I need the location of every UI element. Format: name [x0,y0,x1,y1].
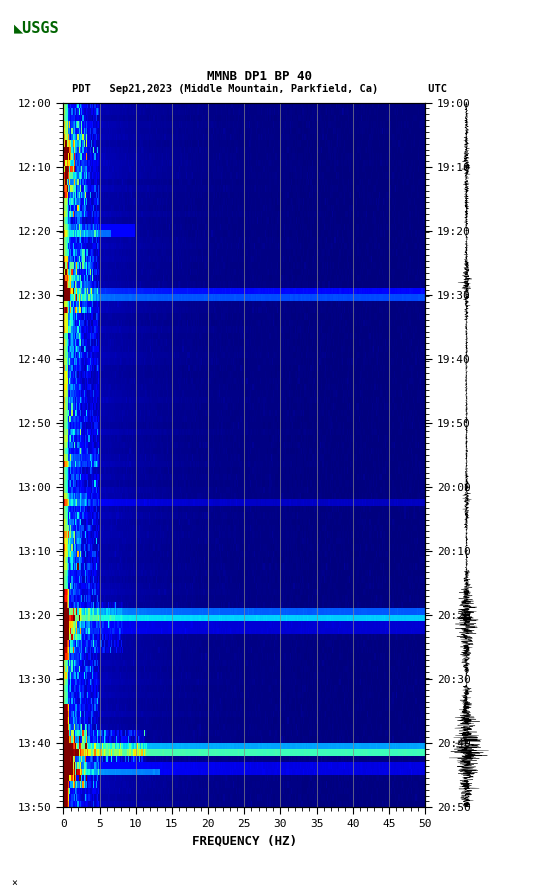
Text: PDT   Sep21,2023 (Middle Mountain, Parkfield, Ca)        UTC: PDT Sep21,2023 (Middle Mountain, Parkfie… [72,84,447,95]
X-axis label: FREQUENCY (HZ): FREQUENCY (HZ) [192,835,297,847]
Text: ◣USGS: ◣USGS [14,21,60,35]
Text: MMNB DP1 BP 40: MMNB DP1 BP 40 [207,70,312,83]
Text: ×: × [11,878,17,888]
